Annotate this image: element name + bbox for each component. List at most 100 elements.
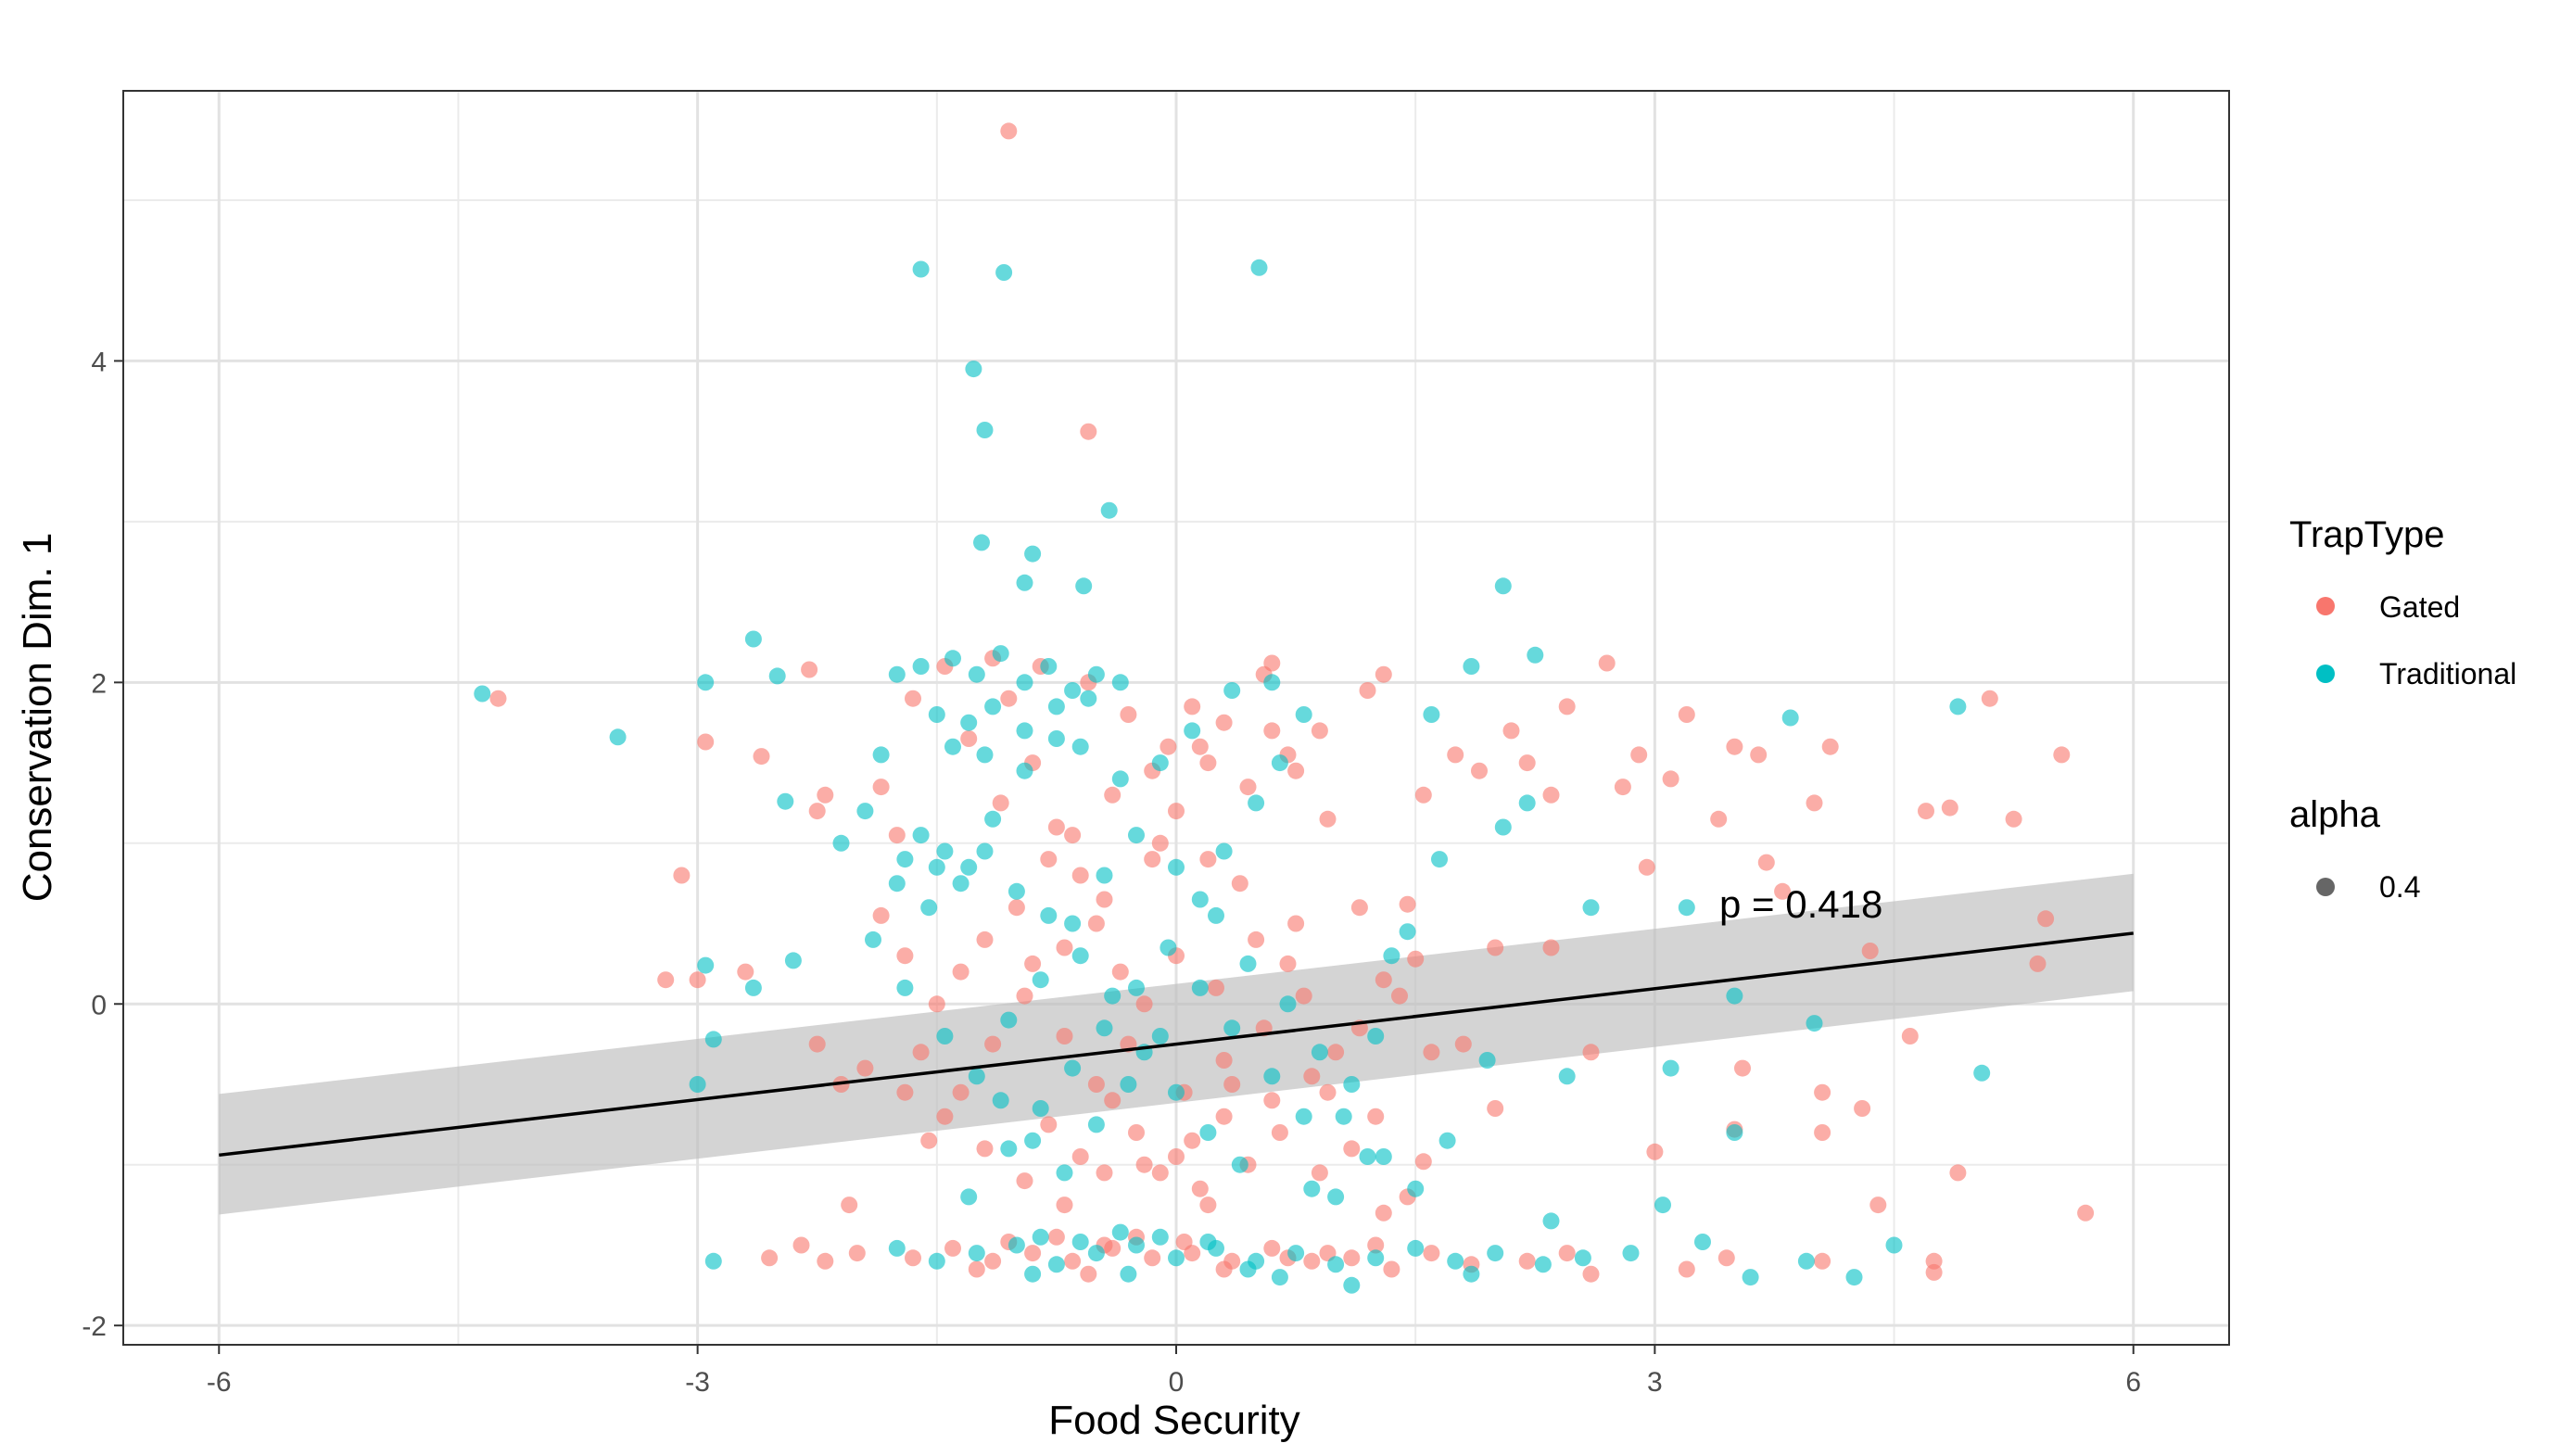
point-gated: [489, 690, 507, 707]
point-traditional: [960, 1188, 978, 1206]
point-traditional: [1781, 709, 1799, 727]
point-traditional: [1295, 706, 1312, 723]
point-gated: [1064, 827, 1082, 844]
point-traditional: [1075, 577, 1093, 595]
point-gated: [1327, 1044, 1345, 1061]
point-gated: [841, 1196, 858, 1214]
point-traditional: [1367, 1028, 1385, 1045]
point-gated: [1087, 1076, 1105, 1093]
point-gated: [1303, 1068, 1321, 1085]
point-gated: [1319, 810, 1337, 828]
point-gated: [2053, 746, 2071, 764]
point-gated: [984, 1035, 1002, 1053]
point-traditional: [1694, 1234, 1711, 1250]
point-gated: [872, 779, 890, 796]
point-gated: [817, 1252, 834, 1270]
point-gated: [1582, 1044, 1600, 1061]
point-traditional: [1016, 722, 1033, 740]
point-gated: [1208, 979, 1224, 996]
grid-lines: [123, 91, 2229, 1345]
point-gated: [1287, 762, 1305, 779]
point-gated: [1487, 1100, 1504, 1117]
point-traditional: [1463, 658, 1480, 675]
point-traditional: [784, 952, 802, 969]
point-traditional: [1239, 1260, 1257, 1278]
point-gated: [657, 971, 675, 989]
point-gated: [808, 803, 826, 820]
point-traditional: [704, 1252, 722, 1270]
point-traditional: [1478, 1052, 1496, 1069]
point-traditional: [1973, 1064, 1991, 1082]
y-tick-label: 2: [91, 668, 107, 699]
point-traditional: [1008, 882, 1025, 900]
point-gated: [2005, 810, 2022, 828]
point-traditional: [1335, 1108, 1352, 1125]
point-gated: [1223, 1076, 1241, 1093]
point-traditional: [1016, 574, 1033, 591]
point-gated: [1750, 746, 1768, 764]
point-gated: [1471, 762, 1488, 779]
point-gated: [801, 661, 818, 678]
point-gated: [1175, 1234, 1193, 1250]
point-traditional: [1527, 646, 1544, 664]
axes: -6 -3 0 3 6 -2 0 2 4: [82, 347, 2141, 1398]
point-traditional: [1423, 706, 1440, 723]
point-gated: [753, 748, 770, 766]
point-traditional: [984, 698, 1002, 715]
point-gated: [936, 1108, 954, 1125]
point-traditional: [1438, 1132, 1456, 1149]
point-traditional: [1295, 1108, 1312, 1125]
trend-line-layer: [219, 931, 2134, 1158]
point-gated: [1000, 690, 1018, 707]
point-gated: [1941, 799, 1958, 817]
point-gated: [1861, 943, 1879, 959]
point-traditional: [992, 645, 1009, 663]
point-gated: [952, 1083, 970, 1101]
point-traditional: [1032, 1100, 1049, 1117]
point-gated: [1064, 1252, 1082, 1270]
point-traditional: [1160, 939, 1177, 956]
point-gated: [761, 1249, 779, 1267]
point-traditional: [1199, 1234, 1217, 1250]
point-gated: [1248, 931, 1265, 948]
point-traditional: [1447, 1252, 1464, 1270]
point-traditional: [1016, 674, 1033, 691]
point-traditional: [928, 1252, 945, 1270]
point-traditional: [896, 851, 914, 868]
point-gated: [1040, 1116, 1058, 1133]
point-traditional: [832, 834, 850, 852]
point-traditional: [1024, 545, 1042, 563]
point-gated: [1000, 122, 1018, 140]
point-traditional: [888, 1239, 906, 1257]
point-gated: [1151, 834, 1169, 852]
x-tick-label: 3: [1647, 1367, 1663, 1398]
point-traditional: [1168, 1083, 1185, 1101]
point-traditional: [1151, 754, 1169, 772]
point-gated: [1598, 654, 1616, 672]
point-traditional: [704, 1031, 722, 1048]
point-traditional: [1087, 1116, 1105, 1133]
point-traditional: [697, 674, 715, 691]
point-traditional: [944, 738, 961, 755]
point-gated: [1375, 971, 1392, 989]
point-traditional: [968, 1068, 985, 1085]
point-traditional: [1574, 1249, 1591, 1267]
point-gated: [1582, 1265, 1600, 1283]
point-traditional: [1949, 698, 1967, 715]
point-gated: [1184, 698, 1201, 715]
point-traditional: [744, 979, 762, 996]
point-traditional: [1885, 1236, 1903, 1254]
point-traditional: [1494, 818, 1512, 836]
point-traditional: [1223, 682, 1241, 699]
point-traditional: [1111, 1223, 1129, 1241]
point-gated: [1814, 1083, 1831, 1101]
x-tick-label: -6: [207, 1367, 232, 1398]
point-gated: [1391, 987, 1408, 1005]
point-traditional: [1032, 1228, 1049, 1246]
point-gated: [1135, 1156, 1153, 1173]
point-traditional: [1000, 1140, 1018, 1158]
point-traditional: [1359, 1148, 1376, 1165]
